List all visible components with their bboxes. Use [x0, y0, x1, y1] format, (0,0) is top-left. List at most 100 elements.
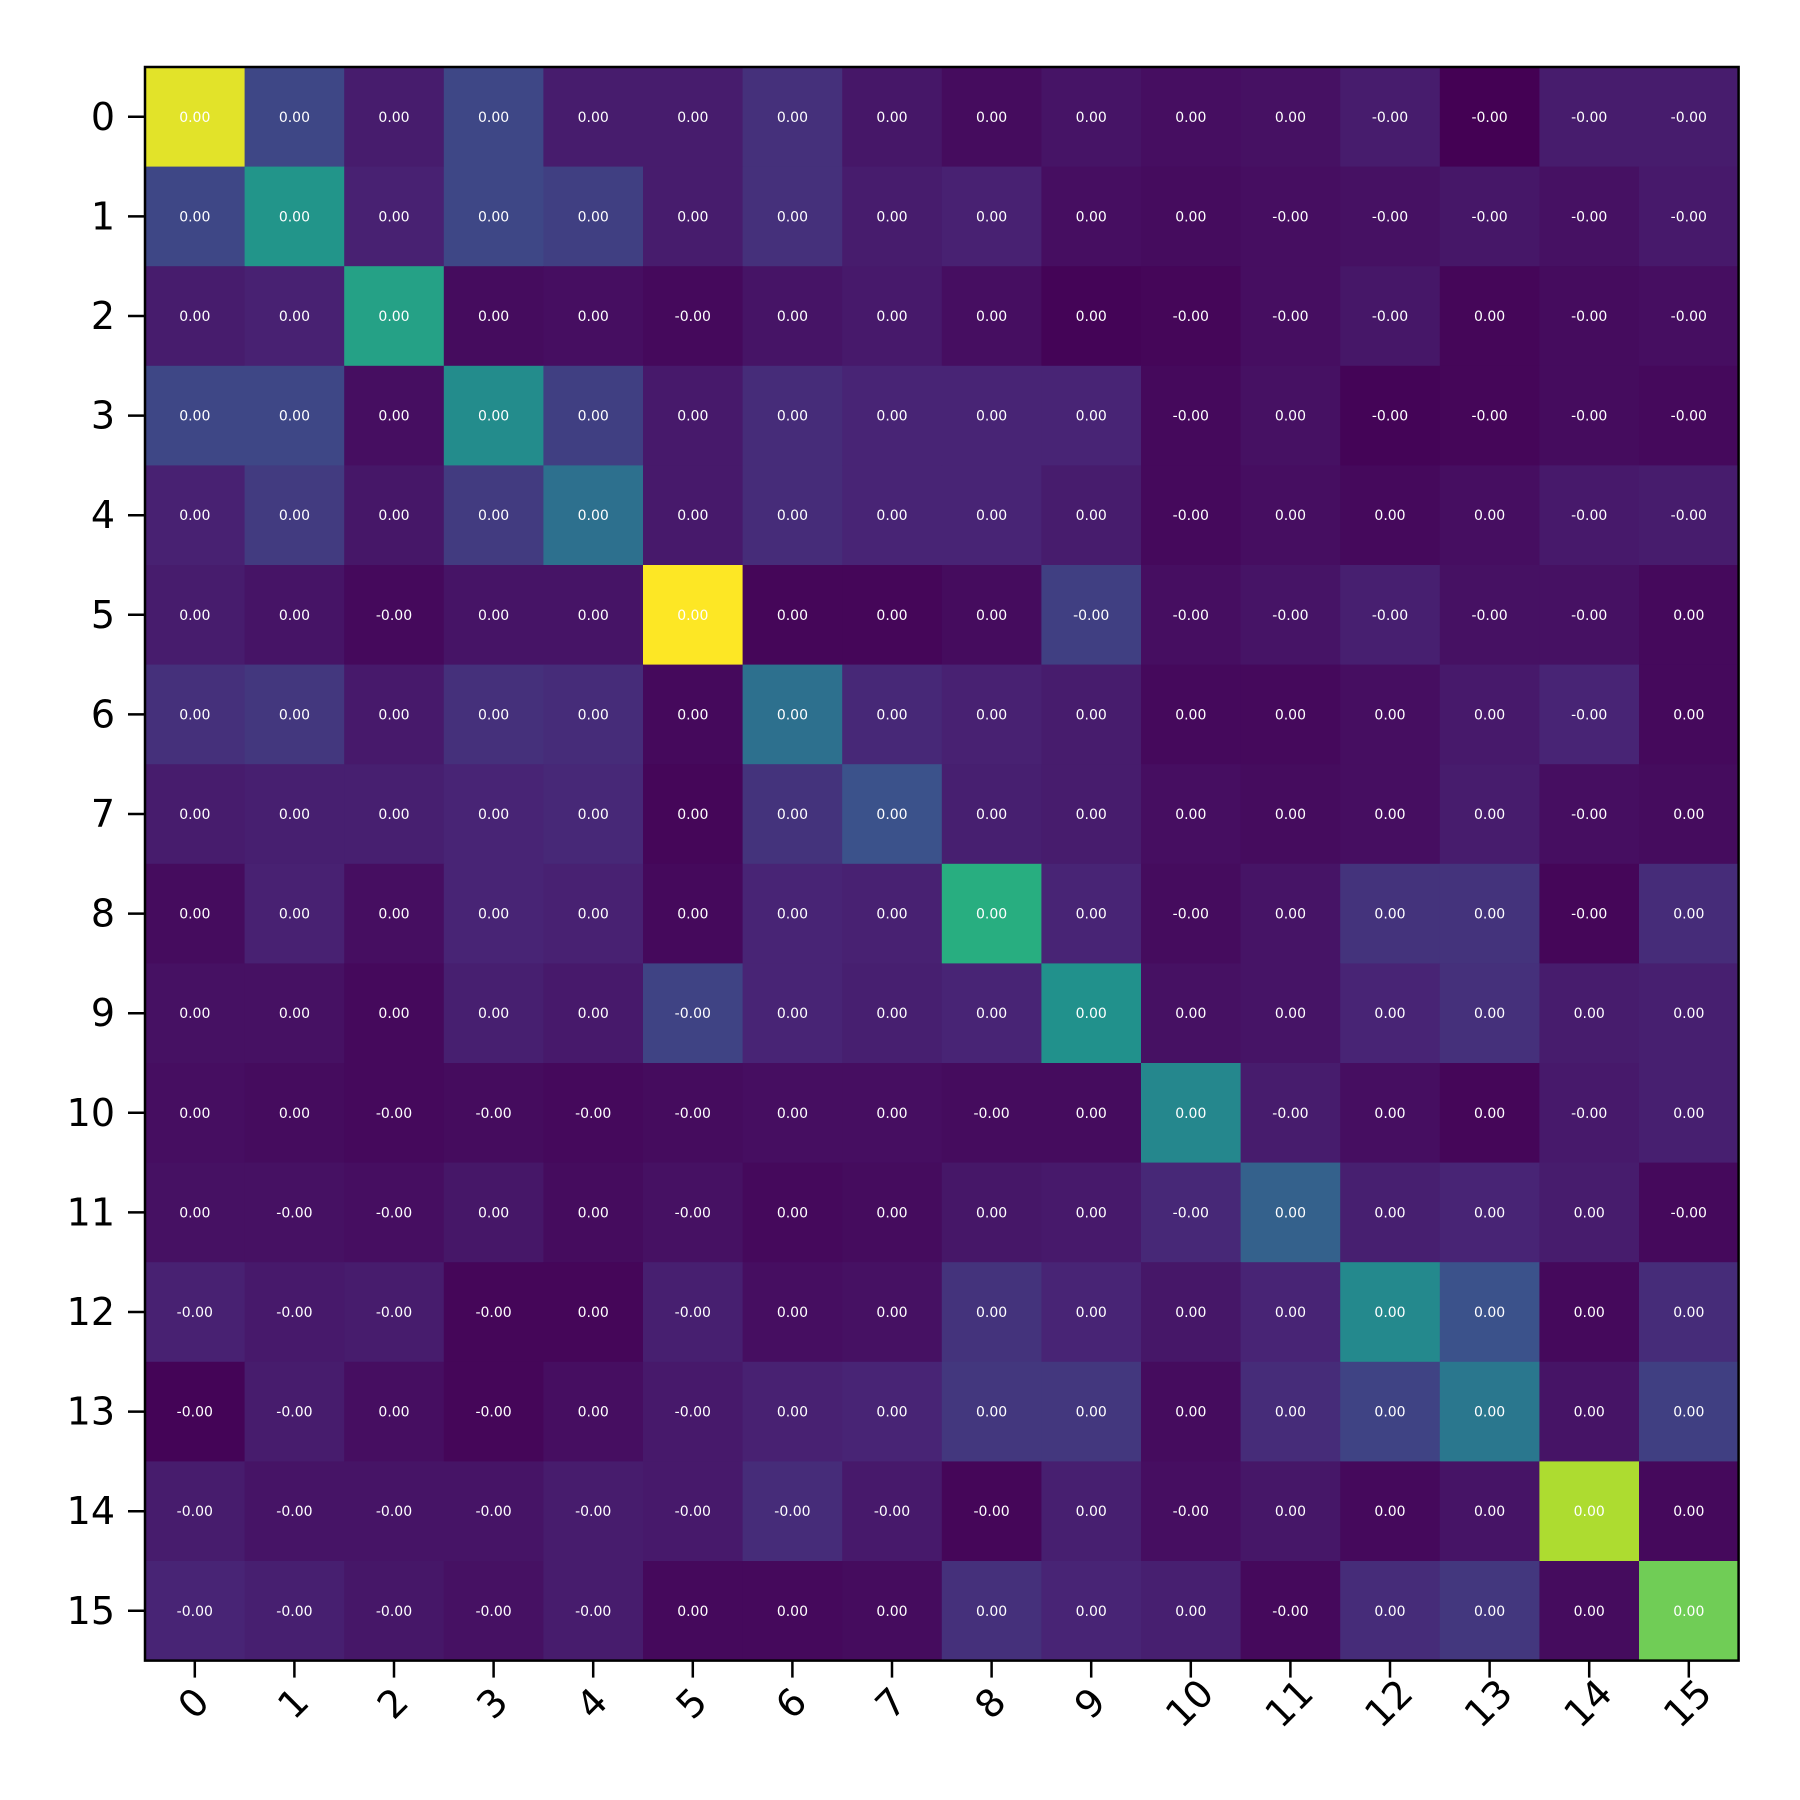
heatmap-cell: [1141, 1162, 1242, 1263]
heatmap-cell: [1041, 1063, 1142, 1164]
heatmap-cells: [145, 67, 1740, 1662]
heatmap-cell: [842, 166, 943, 267]
cell-value-label: 0.00: [1076, 1006, 1107, 1022]
heatmap-cell: [742, 1561, 843, 1662]
cell-value-label: 0.00: [279, 209, 310, 225]
cell-value-label: -0.00: [177, 1504, 213, 1520]
y-tick-label: 13: [67, 1390, 115, 1434]
cell-value-label: -0.00: [774, 1504, 810, 1520]
heatmap-cell: [1539, 1063, 1640, 1164]
cell-value-label: -0.00: [1372, 209, 1408, 225]
y-tick-label: 9: [91, 991, 115, 1035]
cell-value-label: 0.00: [777, 1006, 808, 1022]
heatmap-cell: [1639, 266, 1740, 367]
heatmap-cell: [1240, 1461, 1341, 1562]
cell-value-label: 0.00: [677, 807, 708, 823]
cell-value-label: 0.00: [677, 608, 708, 624]
cell-value-label: 0.00: [976, 1305, 1007, 1321]
heatmap-cell: [1240, 1262, 1341, 1363]
heatmap-cell: [543, 365, 644, 466]
cell-value-label: 0.00: [1076, 110, 1107, 126]
heatmap-cell: [1340, 1063, 1441, 1164]
cell-value-label: 0.00: [1474, 1504, 1505, 1520]
cell-value-label: -0.00: [475, 1305, 511, 1321]
cell-value-label: 0.00: [279, 409, 310, 425]
cell-value-label: 0.00: [179, 209, 210, 225]
cell-value-label: 0.00: [1076, 508, 1107, 524]
heatmap-cell: [344, 1262, 445, 1363]
cell-value-label: -0.00: [575, 1604, 611, 1620]
cell-value-label: 0.00: [1673, 1504, 1704, 1520]
cell-value-label: -0.00: [1471, 409, 1507, 425]
heatmap-cell: [742, 266, 843, 367]
heatmap-cell: [1041, 664, 1142, 765]
cell-value-label: 0.00: [179, 807, 210, 823]
heatmap-cell: [1141, 266, 1242, 367]
heatmap-cell: [1439, 565, 1540, 666]
cell-value-label: -0.00: [276, 1305, 312, 1321]
cell-value-label: 0.00: [677, 907, 708, 923]
cell-value-label: -0.00: [675, 1205, 711, 1221]
heatmap-cell: [543, 963, 644, 1064]
heatmap-cell: [1439, 1361, 1540, 1462]
heatmap-cell: [1340, 1561, 1441, 1662]
heatmap-cell: [1439, 365, 1540, 466]
heatmap-cell: [1041, 963, 1142, 1064]
cell-value-label: 0.00: [478, 508, 509, 524]
cell-value-label: -0.00: [376, 1604, 412, 1620]
heatmap-cell: [344, 67, 445, 168]
heatmap-cell: [1340, 565, 1441, 666]
cell-value-label: 0.00: [976, 209, 1007, 225]
cell-value-label: 0.00: [1673, 1305, 1704, 1321]
heatmap-cell: [1141, 764, 1242, 865]
cell-value-label: 0.00: [777, 707, 808, 723]
heatmap-cell: [344, 266, 445, 367]
heatmap-cell: [1041, 1262, 1142, 1363]
heatmap-cell: [145, 67, 246, 168]
cell-value-label: 0.00: [1374, 707, 1405, 723]
heatmap-cell: [643, 1561, 744, 1662]
heatmap-cell: [543, 863, 644, 964]
heatmap-cell: [1539, 67, 1640, 168]
cell-value-label: 0.00: [1374, 1604, 1405, 1620]
heatmap-cell: [1041, 1561, 1142, 1662]
cell-value-label: -0.00: [1671, 309, 1707, 325]
cell-value-label: 0.00: [279, 608, 310, 624]
cell-value-label: -0.00: [575, 1504, 611, 1520]
cell-value-label: 0.00: [1574, 1305, 1605, 1321]
cell-value-label: 0.00: [1374, 1006, 1405, 1022]
heatmap-cell: [1340, 1361, 1441, 1462]
heatmap-cell: [543, 565, 644, 666]
heatmap-cell: [1539, 266, 1640, 367]
cell-value-label: 0.00: [1275, 807, 1306, 823]
cell-value-label: 0.00: [777, 110, 808, 126]
heatmap-cell: [941, 67, 1042, 168]
cell-value-label: 0.00: [677, 409, 708, 425]
cell-value-label: 0.00: [179, 1106, 210, 1122]
cell-value-label: 0.00: [876, 209, 907, 225]
heatmap-cell: [145, 1162, 246, 1263]
cell-value-label: 0.00: [777, 807, 808, 823]
cell-value-label: 0.00: [478, 707, 509, 723]
heatmap-cell: [1041, 365, 1142, 466]
heatmap-cell: [842, 963, 943, 1064]
heatmap-cell: [941, 465, 1042, 566]
cell-value-label: 0.00: [1076, 209, 1107, 225]
heatmap-cell: [941, 1461, 1042, 1562]
heatmap-cell: [244, 565, 345, 666]
cell-value-label: 0.00: [1175, 1006, 1206, 1022]
cell-value-label: 0.00: [1374, 907, 1405, 923]
heatmap-cell: [1639, 465, 1740, 566]
cell-value-label: 0.00: [578, 309, 609, 325]
cell-value-label: -0.00: [1571, 110, 1607, 126]
heatmap-cell: [145, 1361, 246, 1462]
cell-value-label: 0.00: [478, 110, 509, 126]
cell-value-label: -0.00: [1571, 409, 1607, 425]
cell-value-label: 0.00: [578, 1205, 609, 1221]
cell-value-label: 0.00: [578, 1405, 609, 1421]
heatmap-cell: [1240, 664, 1341, 765]
cell-value-label: 0.00: [1275, 1305, 1306, 1321]
cell-value-label: 0.00: [279, 309, 310, 325]
heatmap-cell: [941, 963, 1042, 1064]
heatmap-cell: [941, 764, 1042, 865]
